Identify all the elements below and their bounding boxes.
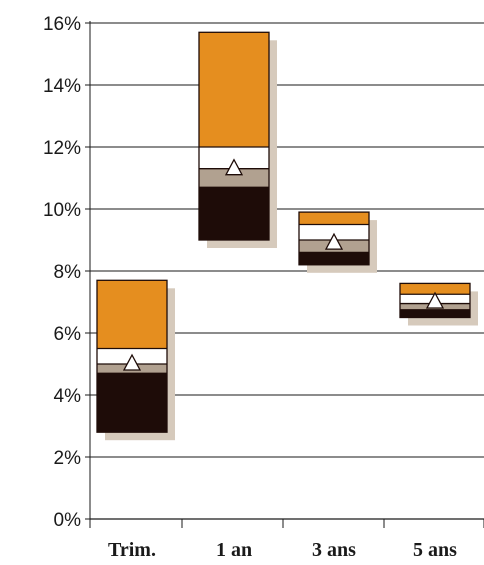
- range-box-3: [298, 211, 377, 273]
- marker-triangle: [425, 291, 445, 309]
- box-outline: [298, 211, 370, 266]
- range-box-4: [399, 282, 478, 326]
- x-axis-category-labels: Trim. 1 an 3 ans 5 ans: [108, 539, 457, 561]
- range-box-1: [96, 279, 175, 441]
- box-segment-taupe: [199, 168, 269, 188]
- range-box-2: [198, 31, 277, 248]
- gridlines: [85, 21, 484, 520]
- y-tick-label: 0%: [54, 510, 82, 531]
- category-label: Trim.: [108, 539, 156, 561]
- box-segment-dark: [299, 252, 369, 265]
- y-tick-label: 8%: [54, 262, 82, 283]
- y-tick-label: 2%: [54, 448, 82, 469]
- box-segment-dark: [199, 187, 269, 240]
- box-segment-orange: [299, 212, 369, 225]
- box-segment-orange: [400, 283, 470, 295]
- y-tick-label: 14%: [43, 76, 81, 97]
- y-tick-label: 12%: [43, 138, 81, 159]
- box-segment-white: [199, 147, 269, 169]
- y-tick-label: 4%: [54, 386, 82, 407]
- box-outline: [198, 31, 270, 241]
- box-segment-white: [299, 224, 369, 240]
- box-outline: [399, 282, 471, 319]
- category-label: 3 ans: [312, 539, 356, 561]
- y-tick-label: 6%: [54, 324, 82, 345]
- category-label: 5 ans: [413, 539, 457, 561]
- marker-triangle: [324, 232, 344, 250]
- box-segment-dark: [400, 309, 470, 318]
- box-outline: [96, 279, 168, 433]
- y-axis-tick-labels: 0% 2% 4% 6% 8% 10% 12% 14% 16%: [43, 14, 81, 531]
- marker-triangle: [224, 158, 244, 176]
- x-axis: [89, 518, 484, 528]
- y-tick-label: 10%: [43, 200, 81, 221]
- range-boxes: [96, 31, 478, 441]
- box-segment-orange: [97, 280, 167, 349]
- box-segment-orange: [199, 32, 269, 147]
- y-tick-label: 16%: [43, 14, 81, 35]
- marker-triangle: [122, 353, 142, 371]
- box-segment-dark: [97, 373, 167, 433]
- category-label: 1 an: [216, 539, 252, 561]
